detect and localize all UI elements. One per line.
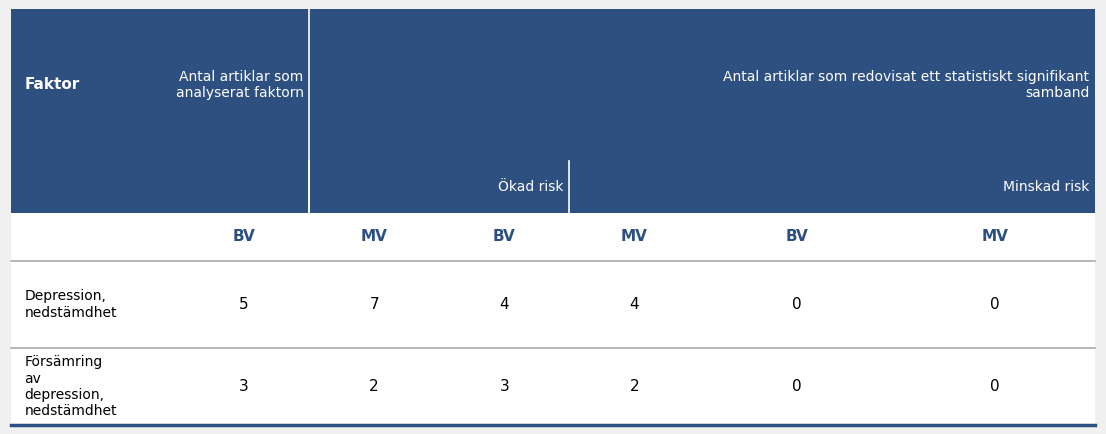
Bar	[11, 161, 1095, 213]
Text: 2: 2	[629, 379, 639, 394]
Text: 0: 0	[792, 379, 802, 394]
Text: MV: MV	[620, 229, 648, 244]
Text: 3: 3	[239, 379, 249, 394]
Text: Antal artiklar som
analyserat faktorn: Antal artiklar som analyserat faktorn	[176, 69, 303, 100]
Text: 0: 0	[990, 379, 1000, 394]
Text: Antal artiklar som redovisat ett statistiskt signifikant
samband: Antal artiklar som redovisat ett statist…	[723, 69, 1089, 100]
Text: 2: 2	[369, 379, 379, 394]
Text: 4: 4	[500, 297, 509, 312]
Text: BV: BV	[785, 229, 808, 244]
Text: Ökad risk: Ökad risk	[498, 180, 564, 194]
Text: Försämring
av
depression,
nedstämdhet: Försämring av depression, nedstämdhet	[24, 355, 117, 418]
Text: BV: BV	[232, 229, 255, 244]
Text: 7: 7	[369, 297, 379, 312]
Text: 5: 5	[239, 297, 249, 312]
Text: BV: BV	[493, 229, 515, 244]
Text: 4: 4	[629, 297, 639, 312]
Text: Depression,
nedstämdhet: Depression, nedstämdhet	[24, 289, 117, 319]
Text: Faktor: Faktor	[24, 77, 80, 92]
Text: 3: 3	[499, 379, 509, 394]
Text: MV: MV	[981, 229, 1008, 244]
Bar	[11, 213, 1095, 425]
Text: MV: MV	[361, 229, 387, 244]
Text: 0: 0	[990, 297, 1000, 312]
Text: Minskad risk: Minskad risk	[1003, 180, 1089, 194]
Bar	[11, 9, 1095, 161]
Text: 0: 0	[792, 297, 802, 312]
